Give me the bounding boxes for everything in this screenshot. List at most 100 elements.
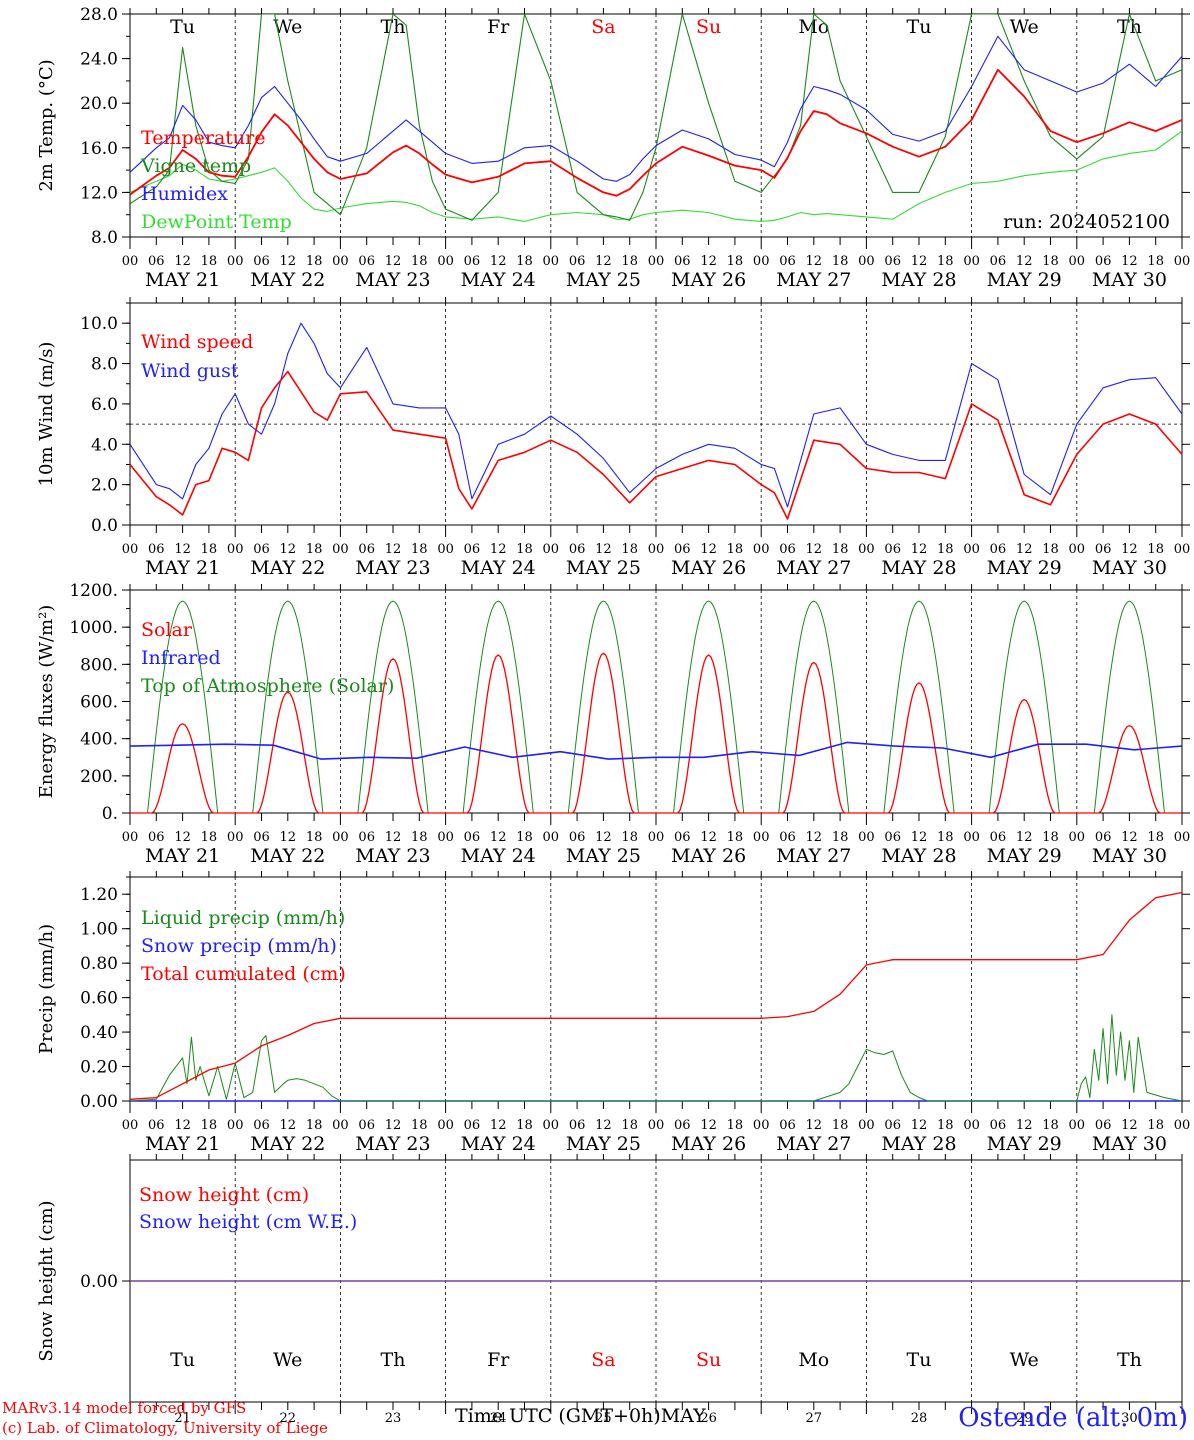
y-tick-label: 20.0	[80, 94, 118, 114]
date-label: MAY 30	[1092, 557, 1167, 579]
date-label: MAY 22	[250, 1133, 325, 1155]
y-tick-label: 2.0	[91, 476, 118, 496]
date-label: MAY 26	[671, 557, 746, 579]
hour-tick-label: 06	[464, 830, 481, 845]
panel-5: 0.00 Snow height (cm) Snow height (cm) Snow…	[36, 1154, 1190, 1426]
hour-tick-label: 06	[358, 542, 375, 557]
hour-tick-label: 00	[122, 542, 139, 557]
hour-tick-label: 00	[437, 254, 454, 269]
hour-tick-label: 00	[122, 254, 139, 269]
hour-tick-label: 18	[306, 1118, 323, 1133]
hour-tick-label: 06	[884, 830, 901, 845]
hour-tick-label: 00	[332, 830, 349, 845]
hour-tick-label: 06	[148, 830, 165, 845]
y-axis-label: Precip (mm/h)	[36, 924, 57, 1054]
hour-tick-label: 06	[779, 1118, 796, 1133]
hour-tick-label: 00	[1174, 1118, 1191, 1133]
hour-tick-label: 12	[806, 254, 823, 269]
hour-tick-label: 18	[306, 542, 323, 557]
hour-tick-label: 00	[543, 542, 560, 557]
date-label: MAY 28	[881, 269, 956, 291]
date-label: MAY 29	[987, 557, 1062, 579]
series-line-liquid-precip	[129, 1014, 1183, 1102]
hour-tick-label: 00	[437, 830, 454, 845]
hour-tick-label: 00	[963, 1118, 980, 1133]
hour-tick-label: 00	[543, 254, 560, 269]
hour-tick-label: 06	[358, 254, 375, 269]
hour-tick-label: 06	[464, 542, 481, 557]
hour-tick-label: 18	[411, 830, 428, 845]
date-label: MAY 26	[671, 845, 746, 867]
hour-tick-label: 06	[884, 254, 901, 269]
hour-tick-label: 06	[253, 1118, 270, 1133]
hour-tick-label: 12	[806, 830, 823, 845]
date-label: MAY 23	[355, 845, 430, 867]
hour-tick-label: 00	[963, 542, 980, 557]
hour-tick-label: 00	[122, 1118, 139, 1133]
day-number-label: 22	[280, 1411, 297, 1426]
hour-tick-label: 18	[727, 254, 744, 269]
legend-label: Humidex	[141, 183, 228, 205]
hour-tick-label: 00	[1174, 830, 1191, 845]
date-label: MAY 21	[145, 845, 220, 867]
date-label: MAY 27	[776, 557, 851, 579]
date-label: MAY 24	[461, 557, 536, 579]
month-label: MAY	[660, 1405, 706, 1427]
y-axis-label: Snow height (cm)	[36, 1200, 57, 1361]
y-tick-label: 8.0	[91, 228, 118, 248]
hour-tick-label: 18	[1147, 830, 1164, 845]
hour-tick-label: 00	[332, 542, 349, 557]
date-label: MAY 22	[250, 269, 325, 291]
date-label: MAY 26	[671, 1133, 746, 1155]
legend-label: Infrared	[141, 647, 221, 669]
hour-tick-label: 00	[858, 830, 875, 845]
hour-tick-label: 12	[1121, 1118, 1138, 1133]
y-tick-label: 28.0	[80, 5, 118, 25]
day-label-top: We	[1010, 16, 1039, 38]
hour-tick-label: 18	[516, 1118, 533, 1133]
date-label: MAY 27	[776, 845, 851, 867]
series-line-temperature	[130, 68, 1182, 197]
credits-lab: (c) Lab. of Climatology, University of L…	[2, 1419, 328, 1437]
day-number-label: 24	[490, 1411, 507, 1426]
y-tick-label: 0.60	[80, 989, 118, 1009]
y-tick-label: 1000.	[69, 618, 118, 638]
hour-tick-label: 12	[1121, 542, 1138, 557]
hour-tick-label: 18	[832, 830, 849, 845]
hour-tick-label: 12	[1121, 830, 1138, 845]
hour-tick-label: 00	[1069, 542, 1086, 557]
date-label: MAY 25	[566, 557, 641, 579]
hour-tick-label: 12	[700, 254, 717, 269]
hour-tick-label: 18	[832, 254, 849, 269]
hour-tick-label: 18	[516, 830, 533, 845]
legend-label: DewPoint Temp	[141, 211, 292, 233]
hour-tick-label: 18	[411, 254, 428, 269]
hour-tick-label: 06	[884, 1118, 901, 1133]
legend-label: Snow height (cm)	[139, 1184, 309, 1206]
series-line-humidex	[130, 35, 1182, 182]
hour-tick-label: 18	[727, 542, 744, 557]
hour-tick-label: 12	[595, 542, 612, 557]
date-label: MAY 30	[1092, 269, 1167, 291]
day-number-label: 29	[1016, 1411, 1033, 1426]
hour-tick-label: 12	[911, 830, 928, 845]
hour-tick-label: 12	[280, 254, 297, 269]
hour-tick-label: 12	[1016, 1118, 1033, 1133]
legend-label: Liquid precip (mm/h)	[141, 907, 345, 929]
hour-tick-label: 06	[253, 830, 270, 845]
series-line-infrared	[129, 741, 1183, 760]
hour-tick-label: 00	[1069, 1118, 1086, 1133]
hour-tick-label: 18	[937, 1118, 954, 1133]
day-label-bottom: Fr	[487, 1349, 510, 1371]
day-label-top: Su	[696, 16, 721, 38]
y-tick-label: 400.	[80, 730, 118, 750]
day-number-label: 27	[806, 1411, 823, 1426]
hour-tick-label: 18	[832, 542, 849, 557]
hour-tick-label: 18	[937, 254, 954, 269]
hour-tick-label: 00	[963, 254, 980, 269]
day-number-label: 26	[700, 1411, 717, 1426]
hour-tick-label: 06	[1095, 254, 1112, 269]
hour-tick-label: 18	[201, 542, 218, 557]
hour-tick-label: 12	[1016, 830, 1033, 845]
day-label-top: Th	[1117, 16, 1142, 38]
